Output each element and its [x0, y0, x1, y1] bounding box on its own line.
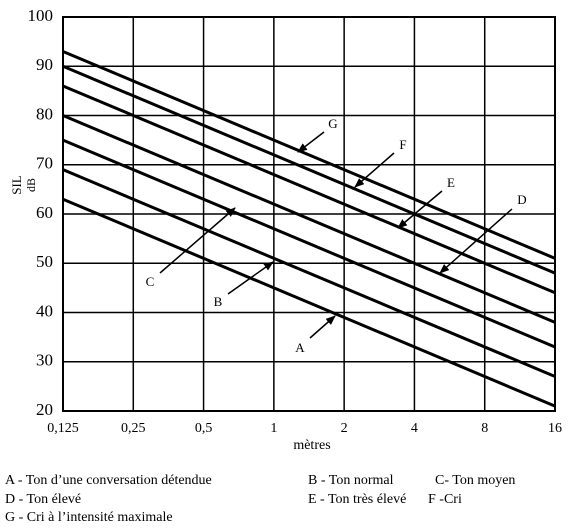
x-tick-label: 1: [270, 421, 277, 436]
x-tick-label: 0,25: [121, 421, 146, 436]
legend-entry: D - Ton élevé: [5, 492, 81, 507]
annotation-arrow: [297, 131, 325, 153]
y-tick-label: 50: [36, 252, 53, 271]
line: [62, 168, 556, 378]
series-annotation: A: [295, 340, 305, 355]
series-annotation: C: [146, 274, 155, 289]
line: [62, 138, 556, 349]
line: [62, 197, 556, 408]
line: [62, 64, 556, 275]
annotation-arrow: [159, 207, 236, 274]
x-tick-label: 0,125: [47, 421, 79, 436]
y-tick-label: 30: [36, 351, 53, 370]
x-axis-label: mètres: [293, 438, 330, 453]
y-tick-label: 100: [28, 6, 54, 25]
y-tick-label: 40: [36, 301, 53, 320]
line: [62, 84, 556, 295]
legend-entry: G - Cri à l’intensité maximale: [5, 510, 173, 525]
plot-frame: [62, 16, 556, 412]
legend-entry: F -Cri: [428, 492, 462, 507]
line: [62, 114, 556, 324]
annotation-arrow: [354, 152, 395, 188]
y-tick-label: 20: [36, 400, 53, 419]
x-tick-label: 0,5: [195, 421, 213, 436]
x-tick-label: 4: [411, 421, 418, 436]
y-tick-label: 70: [36, 154, 53, 173]
x-tick-label: 2: [341, 421, 348, 436]
legend-entry: C- Ton moyen: [435, 473, 515, 488]
y-tick-label: 80: [36, 104, 53, 123]
legend-entry: A - Ton d’une conversation détendue: [5, 473, 212, 488]
annotation-arrow: [397, 190, 443, 229]
y-axis-label: SIL: [9, 175, 24, 195]
x-tick-label: 16: [548, 421, 562, 436]
annotation-arrow: [309, 315, 336, 339]
series-annotation: F: [399, 137, 406, 152]
legend-entry: E - Ton très élevé: [308, 492, 406, 507]
series-annotation: G: [328, 116, 337, 131]
line: [62, 50, 556, 260]
series-annotation: B: [214, 294, 223, 309]
series-annotation: E: [447, 175, 455, 190]
y-axis-unit: dB: [24, 178, 38, 192]
series-annotation: D: [517, 192, 526, 207]
y-tick-label: 60: [36, 203, 53, 222]
annotation-arrow: [227, 261, 274, 295]
y-tick-label: 90: [36, 55, 53, 74]
legend-entry: B - Ton normal: [308, 473, 394, 488]
x-tick-label: 8: [481, 421, 488, 436]
